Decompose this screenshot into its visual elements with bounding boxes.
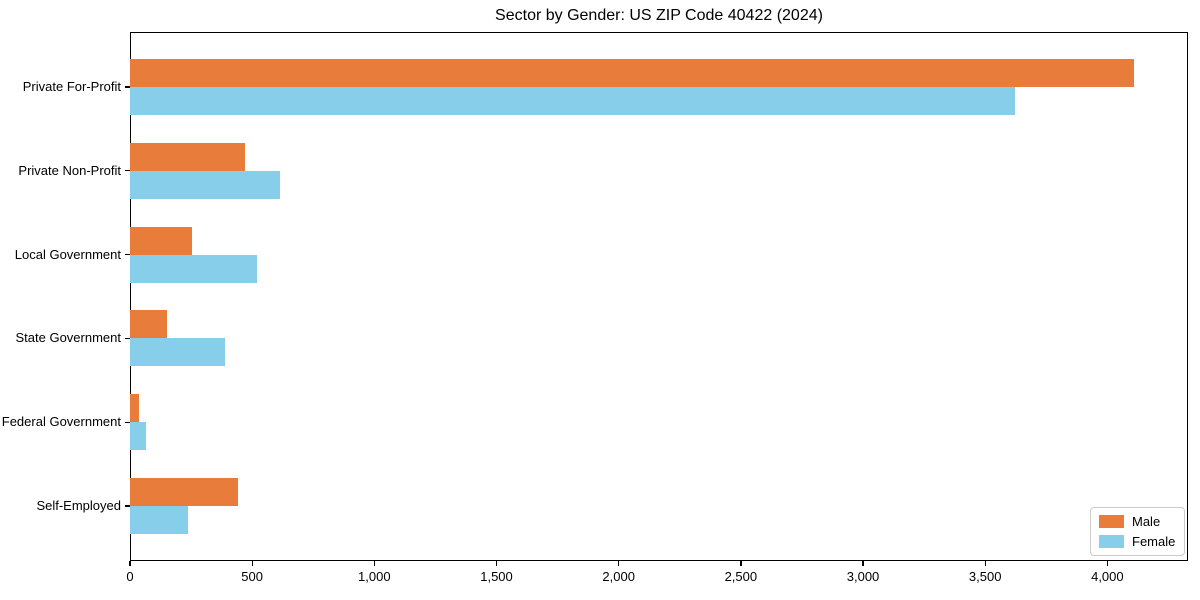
plot-area: [130, 32, 1188, 561]
chart-title: Sector by Gender: US ZIP Code 40422 (202…: [495, 7, 823, 24]
x-tick-mark: [251, 561, 253, 566]
x-tick-mark: [618, 561, 620, 566]
x-tick-label-500: 500: [241, 569, 264, 584]
category-label-private-for-profit: Private For-Profit: [22, 79, 121, 94]
bar-female-private-non-profit: [130, 170, 280, 199]
legend-label-female: Female: [1132, 534, 1176, 549]
y-tick-mark: [125, 337, 130, 340]
x-tick-label-1000: 1,000: [358, 569, 391, 584]
female-series-swatch: [1099, 535, 1124, 548]
y-tick-mark: [125, 86, 130, 88]
x-tick-label-2000: 2,000: [602, 569, 635, 584]
bar-male-self-employed: [130, 478, 239, 506]
x-tick-label-3500: 3,500: [968, 569, 1002, 584]
x-tick-label-1500: 1,500: [480, 569, 513, 584]
x-tick-mark: [129, 561, 131, 566]
legend-item-female: Female: [1099, 534, 1175, 549]
bar-male-local-government: [130, 226, 192, 255]
x-tick-mark: [373, 561, 375, 566]
category-label-state-government: State Government: [15, 330, 122, 346]
y-tick-mark: [125, 421, 130, 423]
bar-female-private-for-profit: [130, 87, 1015, 115]
legend-label-male: Male: [1132, 514, 1161, 529]
bar-female-self-employed: [130, 506, 189, 534]
bar-male-state-government: [130, 310, 167, 339]
y-tick-mark: [125, 505, 130, 507]
x-tick-label-2500: 2,500: [724, 569, 758, 584]
bar-female-federal-government: [130, 422, 146, 451]
bar-male-private-non-profit: [130, 142, 246, 171]
x-tick-mark: [984, 561, 986, 566]
x-tick-mark: [495, 561, 498, 566]
category-label-self-employed: Self-Employed: [36, 498, 121, 513]
legend-item-male: Male: [1099, 514, 1175, 529]
x-tick-label-4000: 4,000: [1091, 569, 1124, 584]
x-tick-mark: [1106, 561, 1108, 566]
legend: Male Female: [1090, 507, 1186, 556]
bar-male-federal-government: [130, 394, 140, 423]
category-label-local-government: Local Government: [14, 246, 121, 262]
y-tick-mark: [125, 253, 130, 256]
y-tick-mark: [125, 170, 130, 172]
category-label-private-non-profit: Private Non-Profit: [18, 162, 121, 178]
bar-female-local-government: [130, 254, 257, 283]
x-tick-label-3000: 3,000: [846, 569, 880, 584]
category-label-federal-government: Federal Government: [1, 414, 121, 430]
x-tick-label-0: 0: [126, 569, 134, 584]
male-series-swatch: [1099, 515, 1124, 528]
x-tick-mark: [740, 561, 742, 566]
bar-female-state-government: [130, 338, 225, 367]
bar-male-private-for-profit: [130, 59, 1135, 87]
x-tick-mark: [862, 561, 864, 566]
